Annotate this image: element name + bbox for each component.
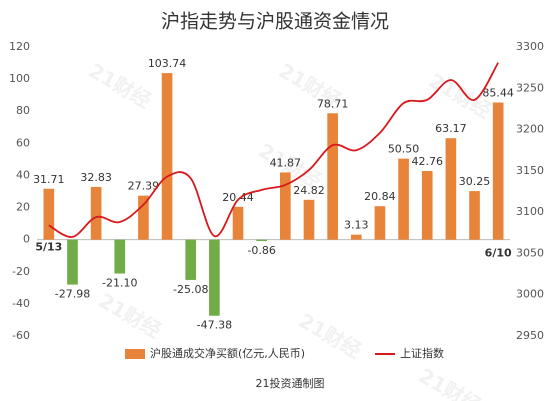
y2-tick-label: 3150 — [516, 164, 544, 177]
value-label: 24.82 — [293, 184, 325, 197]
legend-label: 上证指数 — [400, 346, 444, 360]
bar — [421, 171, 433, 240]
value-label: 42.76 — [411, 155, 443, 168]
value-label: -21.10 — [102, 277, 137, 290]
value-label: 63.17 — [435, 122, 467, 135]
value-label: 27.39 — [128, 180, 160, 193]
value-label: 41.87 — [270, 156, 302, 169]
y-tick-label: 20 — [16, 201, 30, 214]
y-tick-label: -60 — [12, 329, 30, 342]
bar — [90, 186, 102, 240]
value-label: 30.25 — [459, 175, 491, 188]
bar — [303, 199, 315, 240]
bar — [161, 73, 173, 240]
value-label: 50.50 — [388, 143, 420, 156]
y2-tick-label: 3050 — [516, 246, 544, 259]
y2-tick-label: 3200 — [516, 123, 544, 136]
chart-title: 沪指走势与沪股通资金情况 — [161, 11, 389, 33]
y-tick-label: 80 — [16, 104, 30, 117]
value-label: 78.71 — [317, 97, 349, 110]
value-label: -47.38 — [197, 319, 232, 332]
x-tick-label: 6/10 — [485, 247, 512, 260]
bar — [469, 191, 480, 240]
value-label: 85.44 — [482, 86, 514, 99]
bar — [209, 239, 220, 316]
value-label: -0.86 — [247, 244, 275, 257]
y2-tick-label: 3100 — [516, 205, 544, 218]
watermark: 21财经 — [95, 288, 166, 343]
bar — [492, 102, 504, 240]
bar — [327, 113, 338, 240]
bar — [374, 206, 386, 240]
value-label: 3.13 — [344, 219, 369, 232]
bar — [138, 195, 149, 240]
y2-tick-label: 3300 — [516, 40, 544, 53]
x-tick-label: 5/13 — [35, 241, 62, 254]
value-label: 103.74 — [148, 57, 187, 70]
y2-tick-label: 2950 — [516, 329, 544, 342]
y-tick-label: -40 — [12, 297, 30, 310]
bar — [185, 239, 197, 280]
watermark: 21财经 — [415, 363, 486, 401]
bar — [280, 172, 291, 240]
bar — [256, 239, 267, 242]
value-label: 20.84 — [364, 190, 396, 203]
bar — [398, 158, 409, 240]
watermark: 21财经 — [295, 308, 366, 363]
bar — [114, 239, 126, 274]
y-tick-label: 120 — [9, 40, 30, 53]
value-label: -27.98 — [55, 288, 90, 301]
footer: 21投资通制图 — [256, 376, 325, 390]
bar — [232, 206, 244, 240]
y-tick-label: 40 — [16, 168, 30, 181]
bar — [67, 239, 78, 285]
bar — [43, 188, 55, 240]
value-label: 31.71 — [33, 173, 65, 186]
legend-label: 沪股通成交净买额(亿元,人民币) — [150, 346, 305, 360]
bar — [445, 138, 457, 240]
legend-swatch — [125, 349, 145, 359]
y-tick-label: 100 — [9, 72, 30, 85]
y2-tick-label: 3000 — [516, 288, 544, 301]
y-tick-label: -20 — [12, 265, 30, 278]
value-label: 32.83 — [80, 171, 112, 184]
value-label: -25.08 — [173, 283, 208, 296]
y2-tick-label: 3250 — [516, 81, 544, 94]
y-tick-label: 0 — [23, 233, 30, 246]
y-tick-label: 60 — [16, 136, 30, 149]
line — [48, 62, 499, 238]
bar — [350, 234, 362, 240]
watermark: 21财经 — [85, 58, 156, 113]
